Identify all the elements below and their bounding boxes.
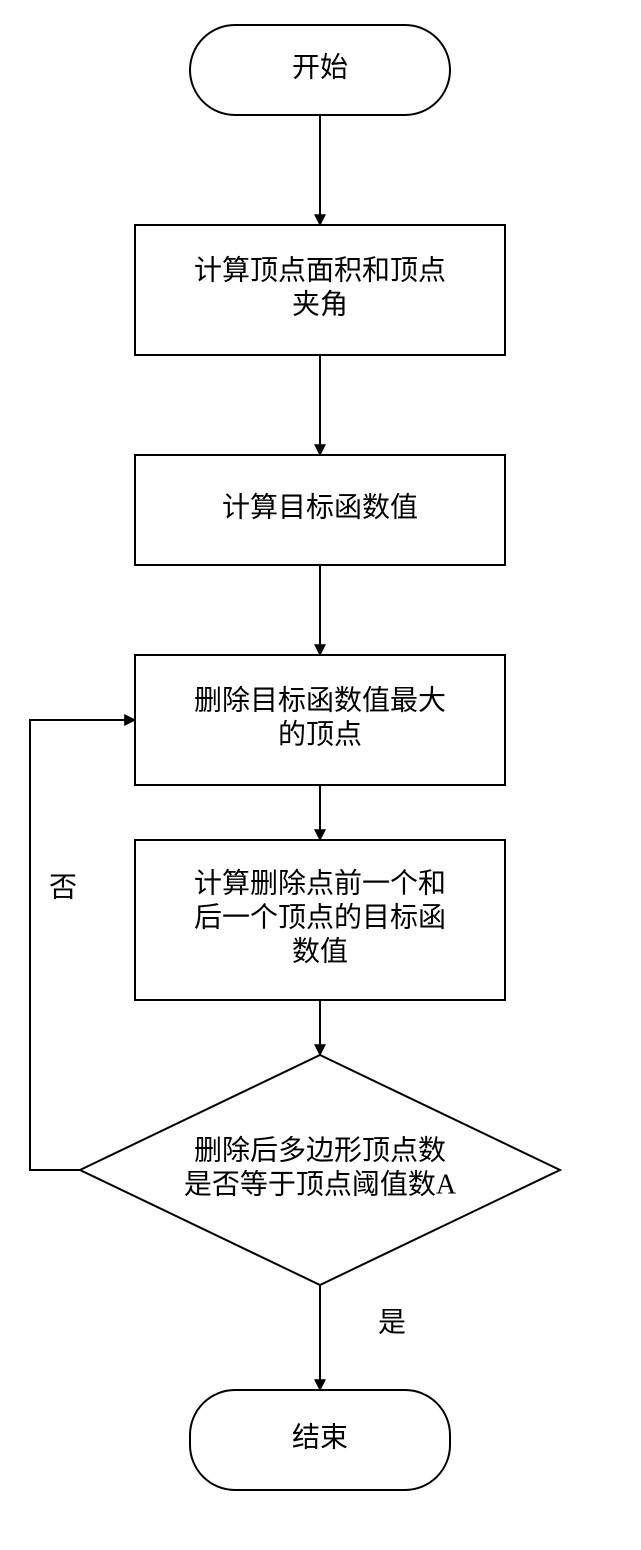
node-text-end-line0: 结束: [292, 1421, 348, 1453]
node-calc1: 计算顶点面积和顶点夹角: [135, 225, 505, 355]
node-text-decision-line0: 删除后多边形顶点数: [194, 1134, 446, 1166]
node-text-delete-line1: 的顶点: [278, 718, 362, 750]
node-text-calc1-line1: 夹角: [292, 288, 348, 320]
node-recalc: 计算删除点前一个和后一个顶点的目标函数值: [135, 840, 505, 1000]
node-text-calc1-line0: 计算顶点面积和顶点: [194, 254, 446, 286]
node-text-start-line0: 开始: [292, 51, 348, 83]
node-text-recalc-line2: 数值: [292, 935, 348, 967]
node-calc2: 计算目标函数值: [135, 455, 505, 565]
edge-label-decision-end: 是: [378, 1307, 406, 1338]
edge-decision-delete: [30, 720, 135, 1170]
nodes: 开始计算顶点面积和顶点夹角计算目标函数值删除目标函数值最大的顶点计算删除点前一个…: [80, 25, 560, 1490]
node-text-recalc-line0: 计算删除点前一个和: [194, 867, 446, 899]
node-text-decision-line1: 是否等于顶点阈值数A: [184, 1168, 457, 1200]
flowchart-canvas: 是否开始计算顶点面积和顶点夹角计算目标函数值删除目标函数值最大的顶点计算删除点前…: [0, 0, 641, 1550]
node-start: 开始: [190, 25, 450, 115]
node-text-delete-line0: 删除目标函数值最大: [194, 684, 446, 716]
edge-label-decision-delete: 否: [49, 872, 77, 903]
node-decision: 删除后多边形顶点数是否等于顶点阈值数A: [80, 1055, 560, 1285]
node-delete: 删除目标函数值最大的顶点: [135, 655, 505, 785]
node-text-calc2-line0: 计算目标函数值: [222, 491, 418, 523]
node-text-recalc-line1: 后一个顶点的目标函: [194, 901, 446, 933]
node-end: 结束: [190, 1390, 450, 1490]
